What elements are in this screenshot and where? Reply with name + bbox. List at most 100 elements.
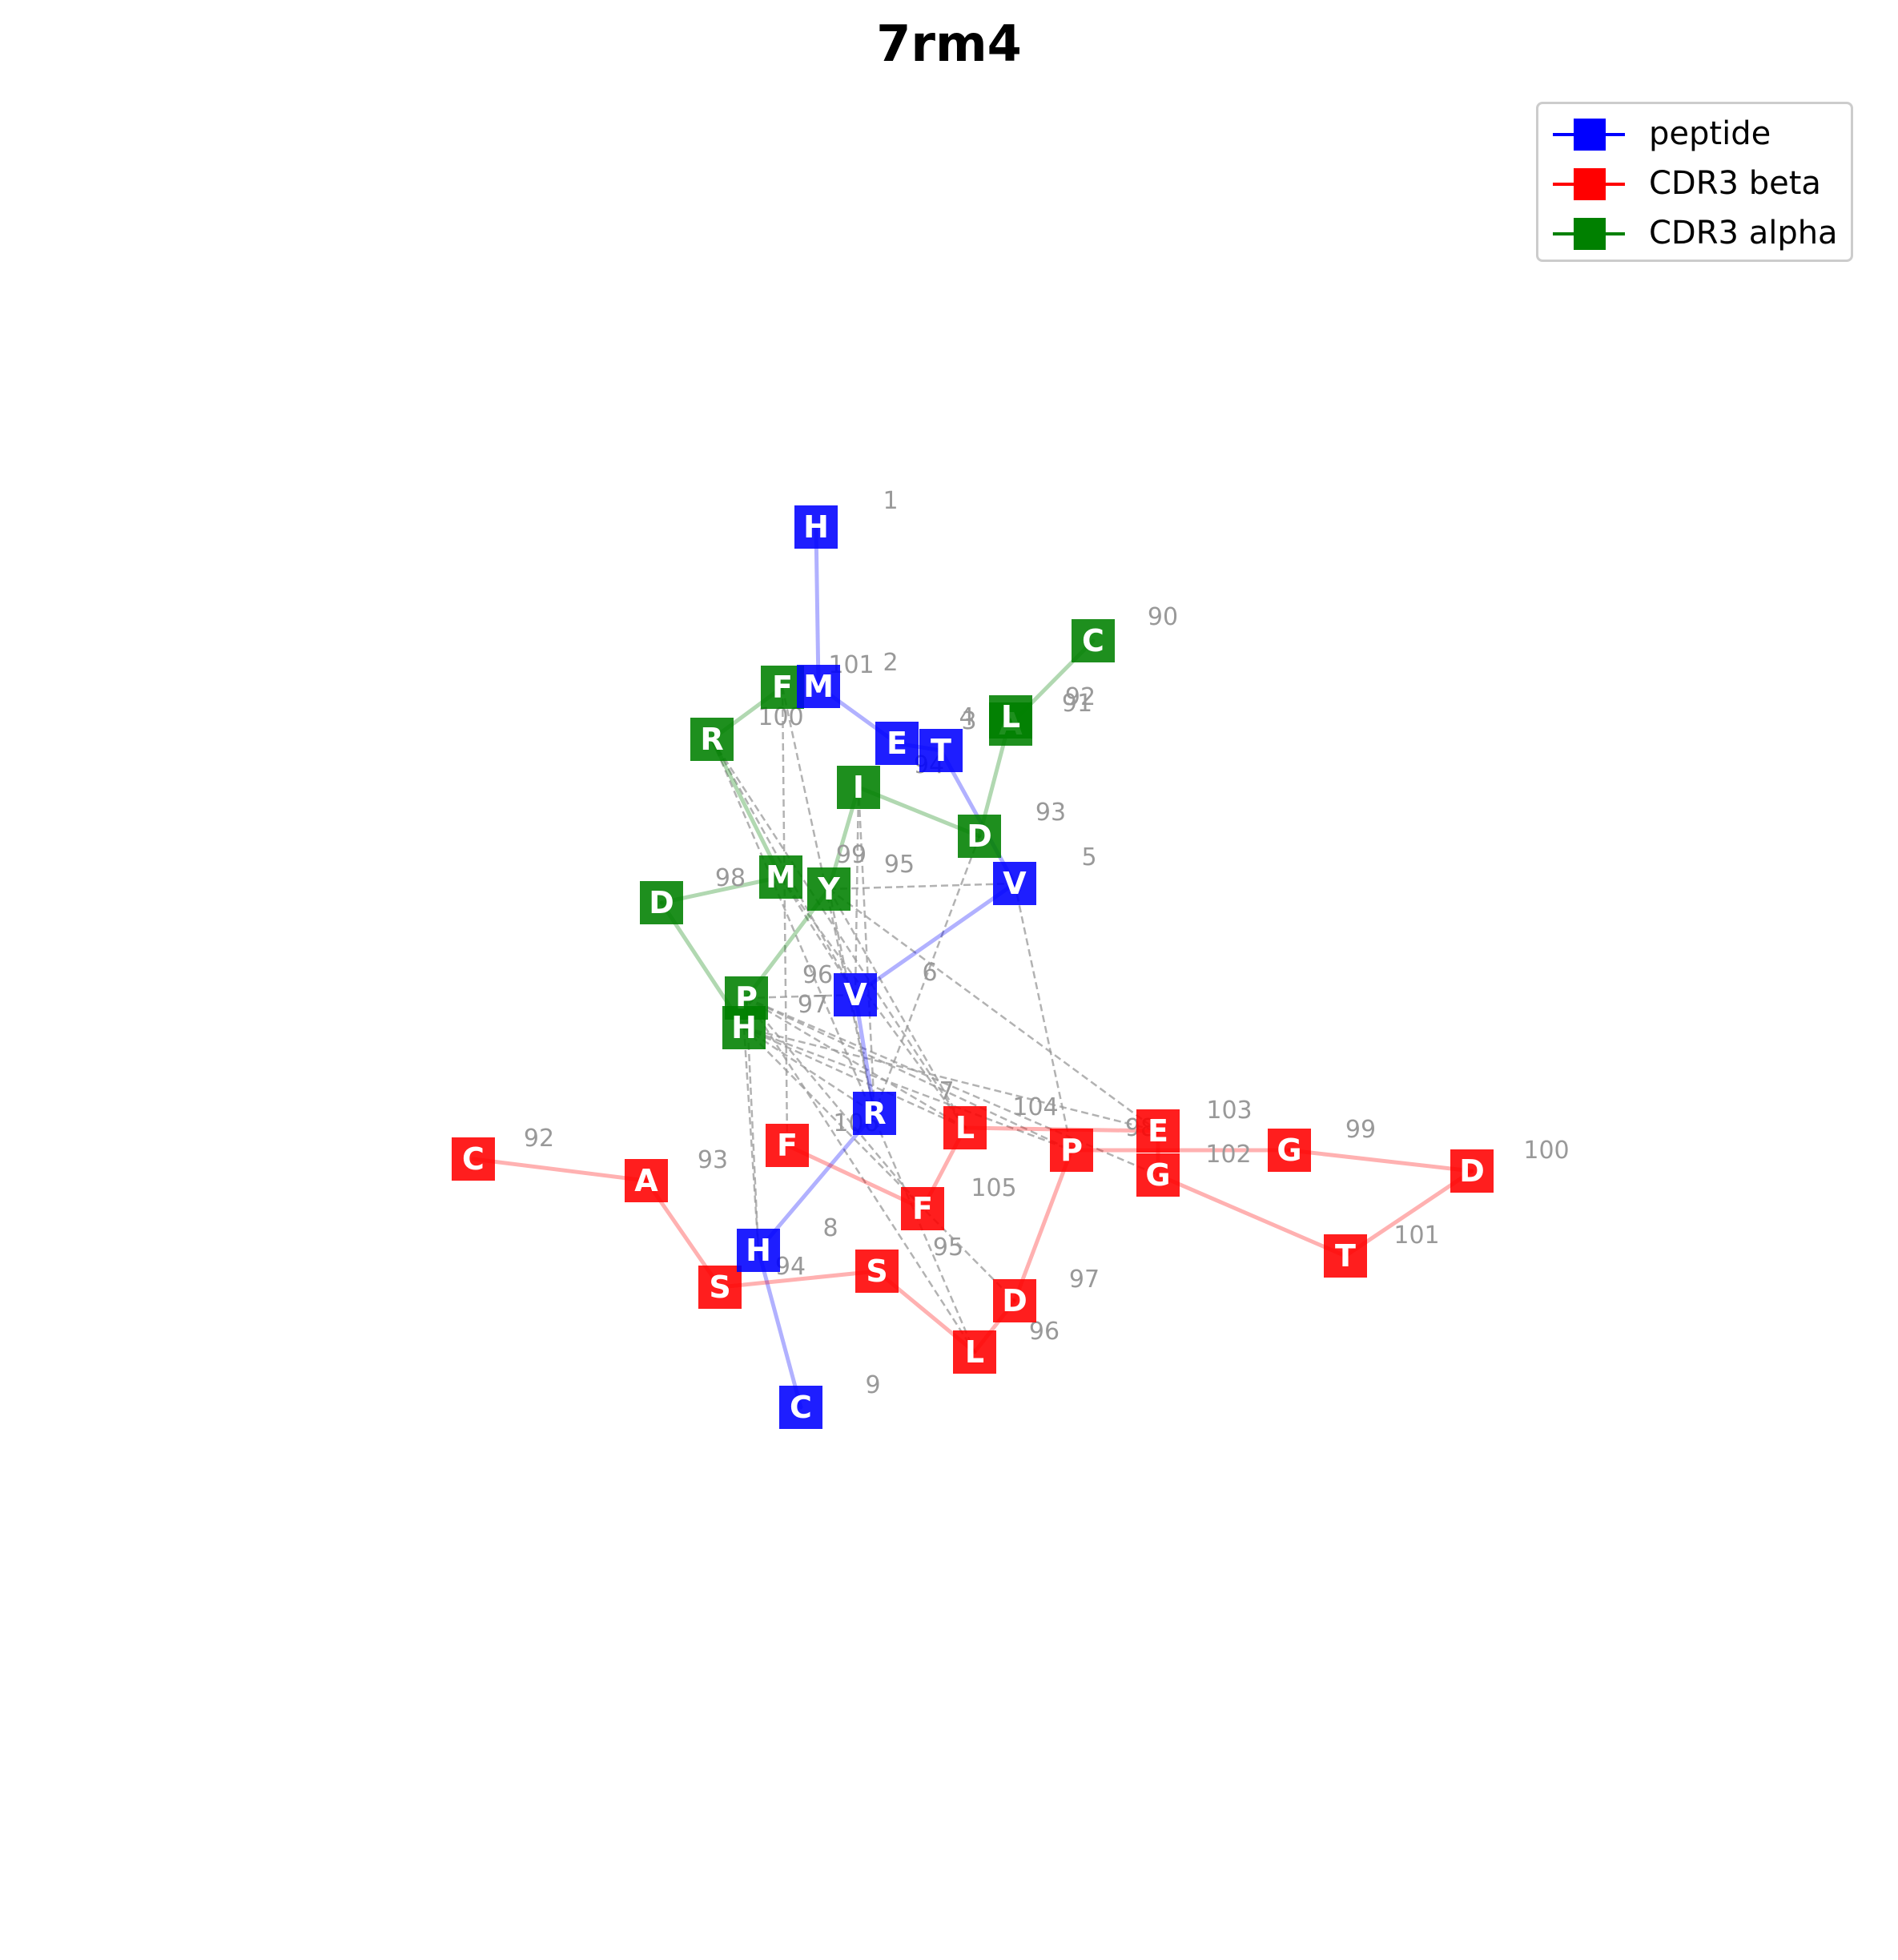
- cdr3-beta-residue-marker: [1324, 1234, 1367, 1278]
- legend: peptide CDR3 beta CDR3 alpha: [1536, 102, 1853, 262]
- legend-item-peptide: peptide: [1538, 111, 1851, 159]
- cdr3-beta-residue-letter: T: [1335, 1238, 1356, 1274]
- residue-nodes: 9091929394959697989910010192939495969798…: [452, 487, 1570, 1429]
- peptide-residue-4: T: [919, 729, 963, 772]
- cdr3-beta-residue-94: S: [698, 1266, 742, 1309]
- peptide-residue-letter: T: [931, 733, 951, 768]
- cdr3-alpha-residue-letter: M: [766, 859, 796, 895]
- cdr3-beta-residue-number-103: 103: [1206, 1097, 1252, 1125]
- cdr3-alpha-residue-100: R: [690, 718, 734, 761]
- cdr3-beta-residue-letter: G: [1145, 1157, 1170, 1193]
- legend-label-cdr3-beta: CDR3 beta: [1649, 165, 1821, 202]
- cdr3-beta-residue-marker: [1450, 1149, 1494, 1193]
- peptide-residue-marker: [919, 729, 963, 772]
- legend-item-cdr3-alpha: CDR3 alpha: [1538, 210, 1851, 258]
- cdr3-alpha-residue-marker: [1072, 619, 1115, 662]
- cdr3-beta-residue-letter: D: [1002, 1283, 1027, 1318]
- cdr3-alpha-residue-marker: [640, 881, 683, 924]
- contact-edge-alpha-95-peptide-5: [828, 882, 1015, 891]
- cdr3-beta-residue-letter: E: [1148, 1113, 1168, 1149]
- cdr3-alpha-residue-number-93: 93: [1035, 799, 1066, 827]
- peptide-residue-8: H: [737, 1229, 780, 1272]
- cdr3-alpha-residue-marker: [958, 815, 1001, 858]
- contact-edges: [710, 686, 1159, 1353]
- cdr3-alpha-residue-letter: D: [649, 885, 674, 920]
- peptide-residue-3: E: [875, 722, 919, 765]
- cdr3-alpha-residue-97: H: [722, 1006, 766, 1049]
- cdr3-beta-residue-number-93: 93: [698, 1146, 728, 1174]
- peptide-residue-number-9: 9: [865, 1371, 880, 1399]
- cdr3-beta-residue-letter: S: [709, 1270, 730, 1305]
- legend-swatch-cdr3-beta: [1574, 168, 1606, 200]
- peptide-residue-letter: C: [790, 1390, 812, 1425]
- cdr3-beta-residue-93: A: [625, 1159, 668, 1202]
- cdr3-beta-residue-marker: [452, 1137, 495, 1181]
- contact-edge-alpha-95-beta-104: [827, 888, 967, 1129]
- cdr3-beta-residue-number-94: 94: [775, 1253, 806, 1281]
- cdr3-beta-residue-number-99: 99: [1345, 1116, 1376, 1144]
- cdr3-beta-residue-letter: G: [1277, 1133, 1301, 1168]
- cdr3-beta-residue-106: F: [766, 1124, 809, 1167]
- cdr3-alpha-residue-93: D: [958, 815, 1001, 858]
- peptide-residue-number-5: 5: [1081, 843, 1096, 871]
- contact-edge-alpha-101-beta-106: [781, 686, 789, 1146]
- peptide-backbone-segment: [853, 881, 1017, 997]
- cdr3-alpha-residue-number-95: 95: [884, 851, 915, 879]
- peptide-residue-number-6: 6: [922, 959, 937, 987]
- peptide-residue-marker: [875, 722, 919, 765]
- cdr3-alpha-backbone-segment: [710, 737, 783, 879]
- cdr3-beta-residue-marker: [1136, 1153, 1180, 1197]
- cdr3-beta-backbone-segment: [1287, 1148, 1474, 1173]
- cdr3-alpha-residue-marker: [690, 718, 734, 761]
- cdr3-beta-residue-marker: [1136, 1109, 1180, 1153]
- cdr3-beta-residue-98: P: [1050, 1129, 1093, 1172]
- cdr3-beta-residue-105: F: [901, 1187, 944, 1230]
- cdr3-beta-residue-letter: L: [965, 1334, 984, 1370]
- cdr3-alpha-residue-94: I: [837, 766, 880, 809]
- cdr3-beta-backbone-segment: [1012, 1148, 1074, 1303]
- peptide-residue-number-7: 7: [939, 1077, 954, 1105]
- cdr3-alpha-residue-letter: H: [731, 1010, 757, 1045]
- cdr3-alpha-residue-number-98: 98: [715, 864, 746, 892]
- contact-edge-alpha-96-beta-104: [746, 996, 966, 1129]
- peptide-residue-marker: [737, 1229, 780, 1272]
- peptide-residue-marker: [834, 973, 877, 1016]
- cdr3-beta-residue-99: G: [1268, 1129, 1311, 1172]
- contact-edge-alpha-100-beta-104: [710, 739, 967, 1129]
- cdr3-alpha-residue-letter: F: [772, 670, 793, 705]
- diagram-title: 7rm4: [876, 14, 1022, 73]
- cdr3-alpha-residue-letter: D: [967, 819, 992, 854]
- cdr3-beta-residue-letter: A: [634, 1163, 658, 1198]
- contact-edge-alpha-97-beta-103: [743, 1026, 1159, 1133]
- peptide-residue-letter: V: [843, 977, 867, 1012]
- contact-edge-alpha-97-peptide-7: [743, 1026, 875, 1115]
- cdr3-beta-residue-letter: F: [777, 1128, 798, 1163]
- cdr3-beta-residue-letter: D: [1459, 1153, 1485, 1189]
- peptide-backbone-segment: [756, 1248, 803, 1410]
- peptide-residue-number-3: 3: [961, 707, 976, 735]
- cdr3-alpha-residue-marker: [722, 1006, 766, 1049]
- legend-label-cdr3-alpha: CDR3 alpha: [1649, 215, 1838, 252]
- peptide-residue-7: R: [853, 1092, 896, 1135]
- cdr3-beta-residue-marker: [943, 1106, 987, 1149]
- cdr3-alpha-residue-number-97: 97: [798, 991, 828, 1019]
- cdr3-beta-residue-number-105: 105: [971, 1174, 1016, 1202]
- cdr3-alpha-residue-letter: C: [1082, 623, 1104, 658]
- cdr3-alpha-residue-letter: Y: [817, 871, 840, 907]
- cdr3-beta-residue-92: C: [452, 1137, 495, 1181]
- contact-edge-alpha-100-beta-96: [710, 739, 976, 1353]
- cdr3-alpha-residue-letter: L: [1001, 699, 1020, 734]
- cdr3-beta-residue-101: T: [1324, 1234, 1367, 1278]
- contact-edge-alpha-97-beta-98: [743, 1026, 1072, 1152]
- cdr3-alpha-residue-marker: [989, 695, 1032, 739]
- cdr3-alpha-residue-number-99: 99: [836, 841, 867, 869]
- cdr3-beta-residue-marker: [766, 1124, 809, 1167]
- contact-edge-alpha-96-beta-96: [745, 997, 976, 1353]
- cdr3-alpha-residue-marker: [837, 766, 880, 809]
- cdr3-beta-backbone-segment: [785, 1143, 925, 1211]
- cdr3-beta-residue-marker: [698, 1266, 742, 1309]
- contact-edge-alpha-93-peptide-7: [873, 835, 981, 1114]
- contact-edge-alpha-96-peptide-8: [745, 997, 760, 1251]
- cdr3-alpha-residue-letter: R: [700, 722, 723, 757]
- cdr3-beta-residue-letter: P: [1060, 1133, 1083, 1168]
